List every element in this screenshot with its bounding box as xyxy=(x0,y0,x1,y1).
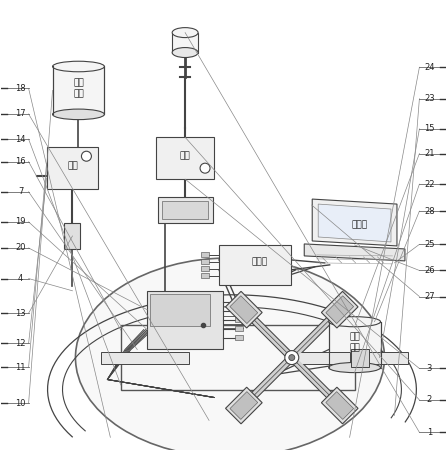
Bar xyxy=(350,349,368,367)
Ellipse shape xyxy=(329,317,380,327)
Text: 17: 17 xyxy=(15,110,26,119)
Text: 12: 12 xyxy=(15,339,26,348)
Bar xyxy=(101,352,189,364)
Ellipse shape xyxy=(329,363,380,373)
Polygon shape xyxy=(230,296,258,323)
Text: 气泵: 气泵 xyxy=(180,152,190,161)
Polygon shape xyxy=(326,296,354,323)
Text: 28: 28 xyxy=(424,207,434,216)
Ellipse shape xyxy=(289,354,295,361)
Text: 21: 21 xyxy=(424,149,434,158)
Bar xyxy=(150,294,210,326)
Bar xyxy=(162,201,208,219)
Bar xyxy=(361,352,409,364)
Bar xyxy=(235,326,243,331)
Bar xyxy=(201,267,209,272)
Ellipse shape xyxy=(172,47,198,58)
Bar xyxy=(172,32,198,52)
Ellipse shape xyxy=(200,163,210,173)
Text: 13: 13 xyxy=(15,308,26,318)
Text: 16: 16 xyxy=(15,157,26,166)
Bar xyxy=(158,197,212,223)
Bar xyxy=(53,66,104,115)
Text: 24: 24 xyxy=(424,63,434,72)
Polygon shape xyxy=(321,387,358,424)
Ellipse shape xyxy=(81,151,92,161)
Polygon shape xyxy=(326,391,354,419)
Text: 10: 10 xyxy=(15,399,26,408)
Bar xyxy=(64,223,80,249)
Text: 3: 3 xyxy=(427,364,432,373)
Text: 11: 11 xyxy=(15,363,26,372)
Text: 27: 27 xyxy=(424,292,434,301)
Polygon shape xyxy=(312,199,397,246)
Text: 计算机: 计算机 xyxy=(351,221,367,230)
Bar xyxy=(201,259,209,264)
Bar xyxy=(147,291,223,349)
Bar xyxy=(201,253,209,258)
Text: 20: 20 xyxy=(15,244,26,253)
Bar xyxy=(121,325,355,390)
Ellipse shape xyxy=(53,109,104,120)
Text: 4: 4 xyxy=(18,274,23,283)
Polygon shape xyxy=(226,291,262,328)
Text: 22: 22 xyxy=(424,179,434,189)
Bar xyxy=(235,335,243,340)
Text: 25: 25 xyxy=(424,240,434,249)
Bar xyxy=(235,308,243,313)
Bar xyxy=(46,147,98,189)
Text: 15: 15 xyxy=(424,124,434,133)
Bar xyxy=(235,299,243,304)
Polygon shape xyxy=(304,244,405,261)
Ellipse shape xyxy=(53,61,104,72)
Text: 1: 1 xyxy=(427,428,432,437)
Bar xyxy=(329,322,380,368)
Text: 18: 18 xyxy=(15,84,26,93)
Polygon shape xyxy=(230,391,258,419)
Text: 14: 14 xyxy=(15,135,26,144)
Bar xyxy=(290,352,350,364)
Text: 气泵: 气泵 xyxy=(67,162,78,170)
Ellipse shape xyxy=(285,350,299,364)
Text: 19: 19 xyxy=(15,217,26,226)
Text: 23: 23 xyxy=(424,94,434,103)
Text: 信号
电源: 信号 电源 xyxy=(349,332,360,353)
Bar xyxy=(201,273,209,278)
Ellipse shape xyxy=(172,28,198,37)
Text: 26: 26 xyxy=(424,266,434,275)
Text: 采集
电源: 采集 电源 xyxy=(73,78,84,98)
Ellipse shape xyxy=(76,258,384,451)
Text: 7: 7 xyxy=(18,187,23,196)
Polygon shape xyxy=(321,291,358,328)
Text: 采集卡: 采集卡 xyxy=(252,258,268,267)
Text: 2: 2 xyxy=(427,396,432,405)
Polygon shape xyxy=(318,204,391,242)
Bar xyxy=(235,317,243,322)
Polygon shape xyxy=(226,387,262,424)
Bar xyxy=(156,137,214,179)
Bar xyxy=(219,245,291,285)
